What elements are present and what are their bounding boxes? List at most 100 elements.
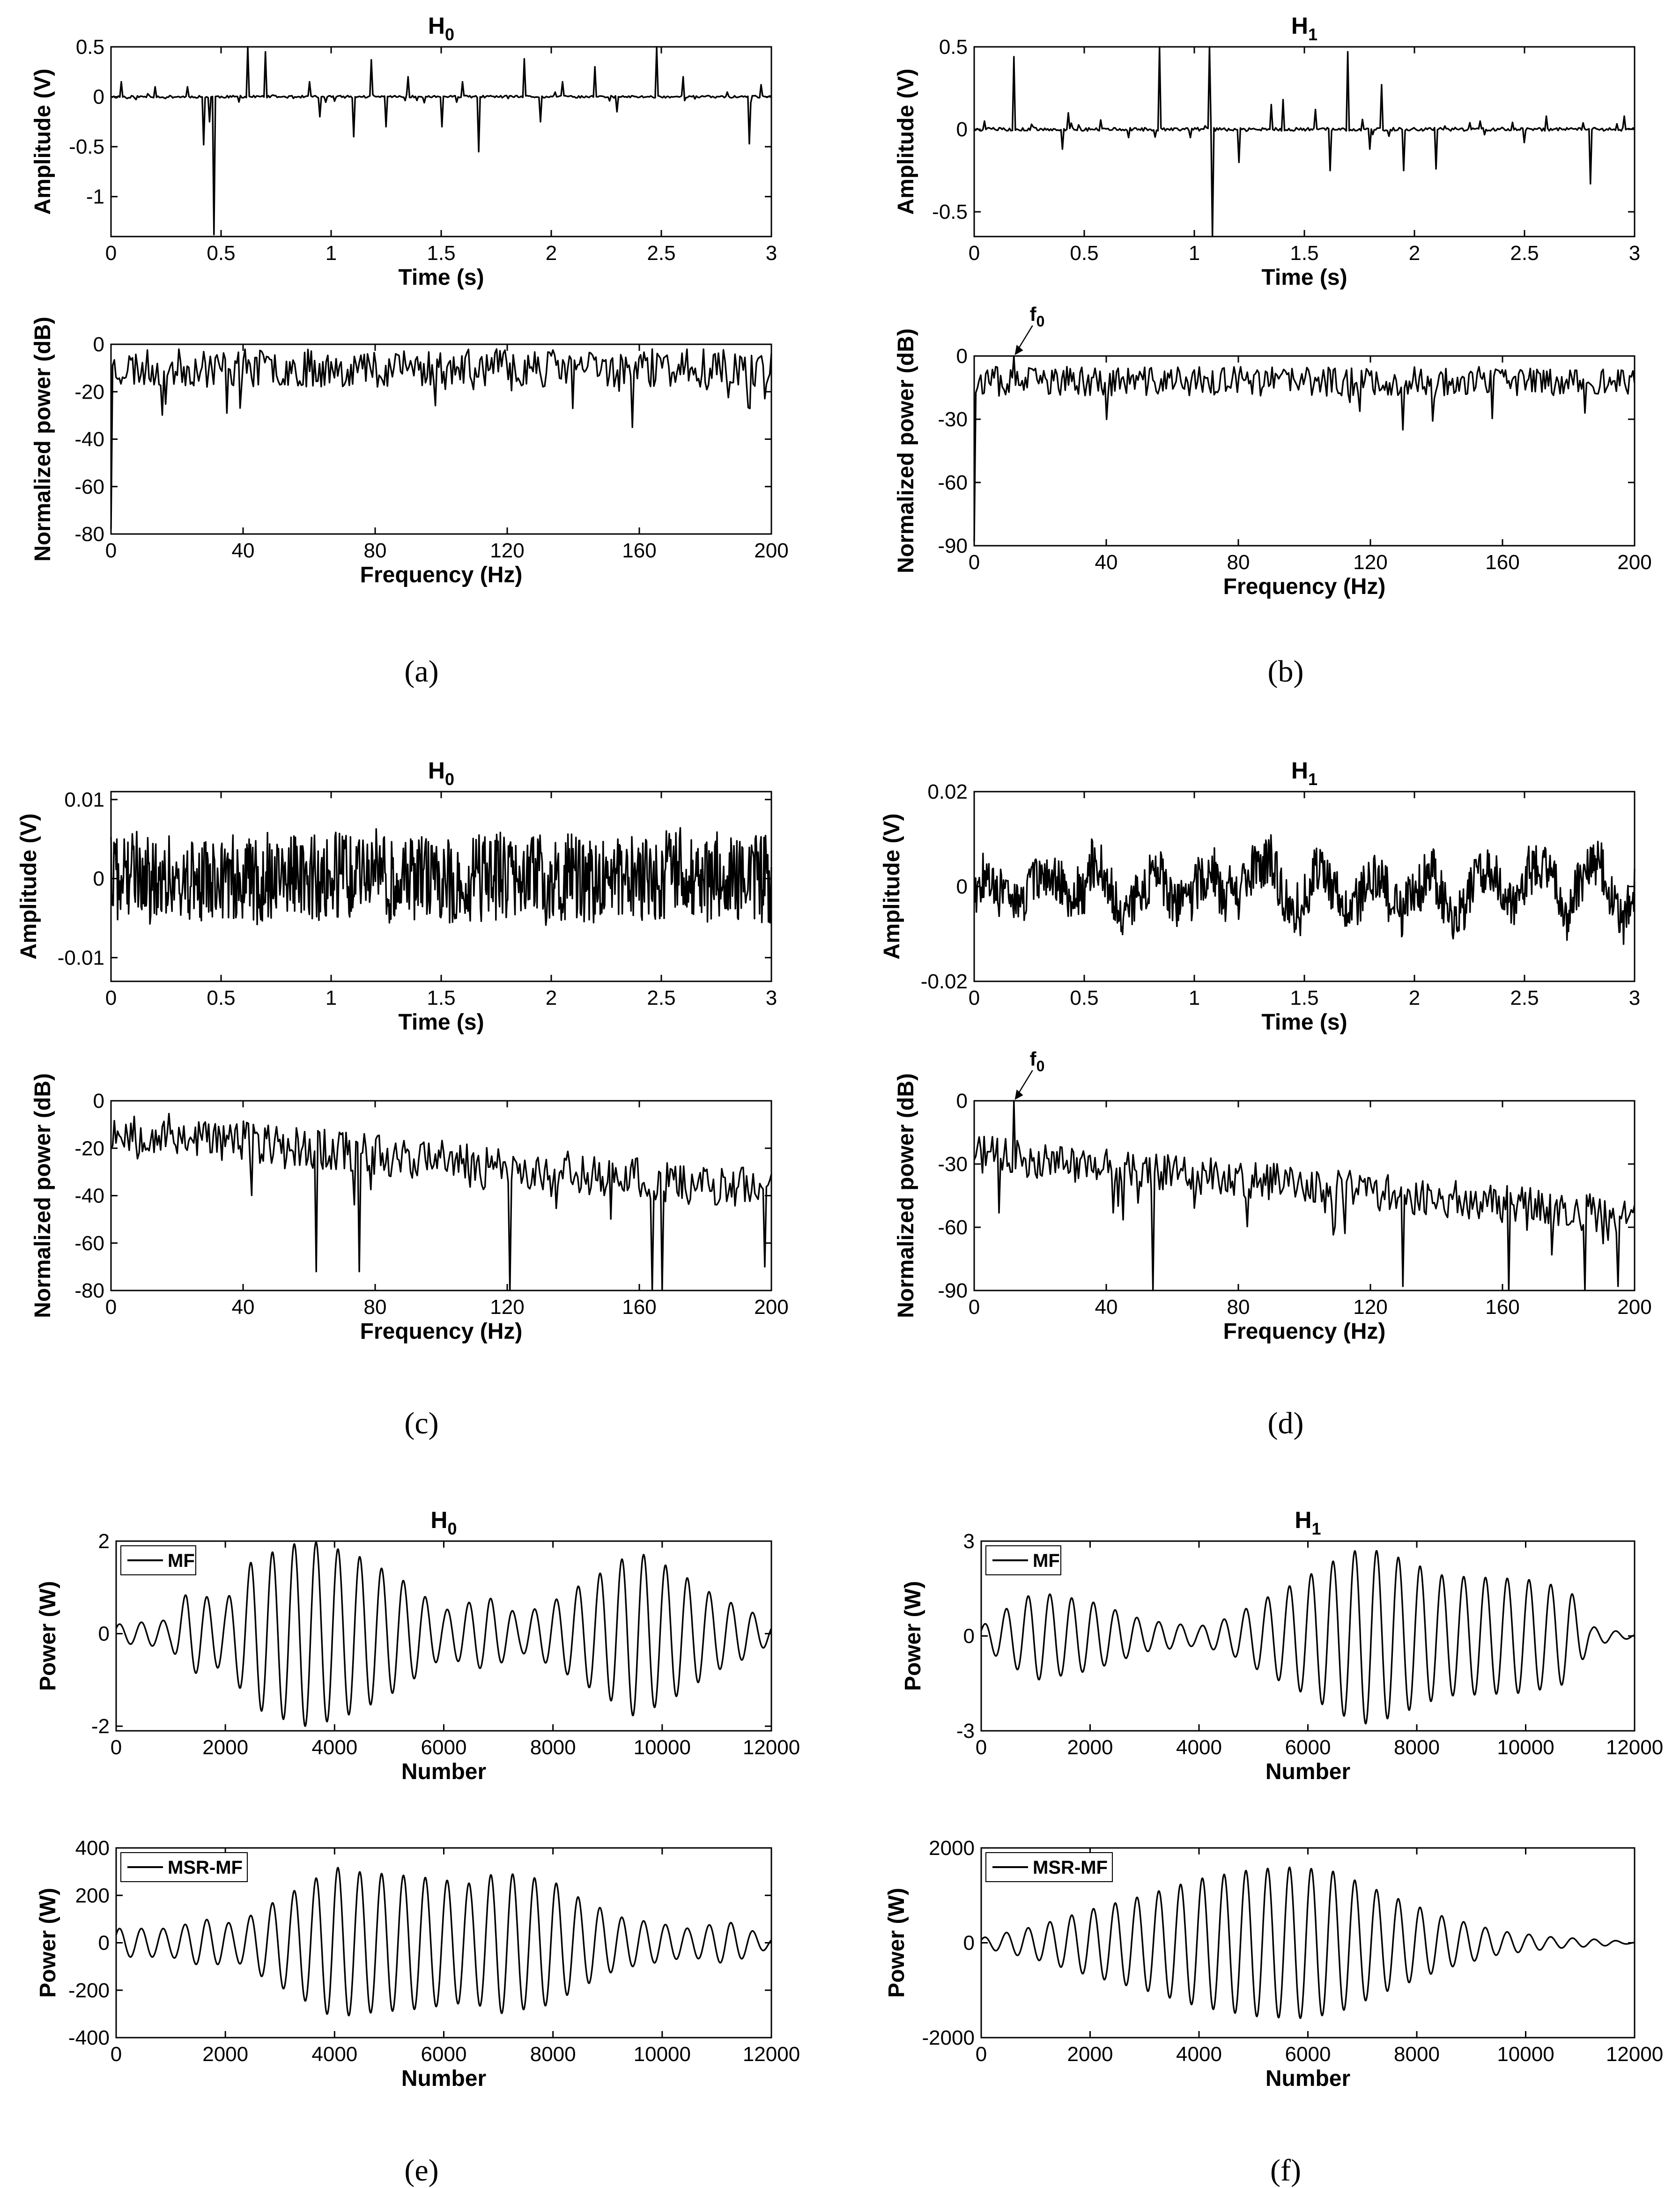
series-line xyxy=(980,1866,1635,2019)
x-tick-label: 200 xyxy=(754,539,788,562)
y-tick-label: 0.01 xyxy=(64,788,104,811)
subfigure-label-e: (e) xyxy=(404,2153,438,2188)
chart-title-subscript: 0 xyxy=(445,25,454,44)
y-tick-label: 0 xyxy=(956,1090,968,1113)
x-tick-label: 6000 xyxy=(421,2043,467,2066)
x-axis-label: Time (s) xyxy=(398,265,484,290)
x-tick-label: 2000 xyxy=(1067,1736,1113,1759)
chart-title: H0 xyxy=(428,13,454,44)
y-tick-label: -2 xyxy=(91,1715,110,1738)
y-axis-label: Power (W) xyxy=(36,1888,60,1998)
chart-title-main: H xyxy=(1295,1507,1311,1533)
y-tick-label: -2000 xyxy=(922,2026,975,2049)
x-tick-label: 200 xyxy=(1617,1296,1651,1319)
x-tick-label: 1 xyxy=(1189,242,1200,265)
chart-title-subscript: 0 xyxy=(445,770,454,789)
x-tick-label: 1 xyxy=(1189,986,1200,1009)
x-axis-label: Number xyxy=(1266,2066,1350,2091)
y-axis-label: Normalized power (dB) xyxy=(894,1073,918,1318)
x-axis-label: Number xyxy=(401,1759,486,1784)
y-tick-label: 200 xyxy=(75,1884,110,1907)
series-line xyxy=(110,348,772,529)
series-line xyxy=(110,827,772,926)
subfigure-label-f: (f) xyxy=(1270,2153,1301,2188)
y-axis-label: Power (W) xyxy=(36,1581,60,1691)
chart-d-freq: 0 40 80 120 160 200 -90 -60 -30 0 Frequency (Hz) No… xyxy=(894,1048,1652,1344)
legend-label: MF xyxy=(168,1550,195,1571)
y-tick-label: 400 xyxy=(75,1837,110,1860)
y-tick-label: -40 xyxy=(74,428,104,451)
x-tick-label: 4000 xyxy=(311,2043,357,2066)
x-tick-label: 0 xyxy=(969,242,980,265)
series-line xyxy=(973,1100,1636,1291)
x-tick-label: 0 xyxy=(976,2043,987,2066)
x-tick-label: 2.5 xyxy=(647,242,675,265)
x-tick-label: 10000 xyxy=(1497,2043,1554,2066)
annotation-f0: f0 xyxy=(1030,1048,1045,1075)
y-tick-label: 0 xyxy=(98,1623,110,1646)
x-tick-label: 2.5 xyxy=(1510,986,1539,1009)
x-tick-label: 0 xyxy=(111,2043,122,2066)
x-axis-label: Time (s) xyxy=(398,1010,484,1035)
chart-f-mf: 0 2000 4000 6000 8000 10000 12000-303NumberPow… xyxy=(901,1507,1663,1784)
y-tick-label: 2 xyxy=(98,1530,110,1553)
y-tick-label: 0 xyxy=(963,1625,975,1648)
y-tick-label: -60 xyxy=(74,475,104,498)
x-tick-label: 0 xyxy=(969,986,980,1009)
y-tick-label: -0.01 xyxy=(58,946,104,969)
chart-title: H0 xyxy=(430,1507,457,1538)
chart-title-subscript: 1 xyxy=(1308,25,1317,44)
x-tick-label: 200 xyxy=(1617,551,1651,574)
x-tick-label: 80 xyxy=(364,539,387,562)
x-tick-label: 4000 xyxy=(1176,2043,1222,2066)
chart-title-main: H xyxy=(1291,13,1308,39)
chart-title: H1 xyxy=(1291,757,1317,789)
chart-a-freq: 0 40 80 120 160 200 -80 -60 -40 -20 0 Frequency (Hz… xyxy=(30,317,789,587)
y-tick-label: 0 xyxy=(963,1932,975,1955)
y-tick-label: 0 xyxy=(93,868,104,890)
chart-a-time: 0 0.5 1 1.5 2 2.5 3 -1 -0.5 0 0.5 Time (s) Amplitude… xyxy=(30,13,777,290)
y-tick-label: -60 xyxy=(74,1232,104,1255)
x-tick-label: 2.5 xyxy=(647,986,675,1009)
y-tick-label: 0 xyxy=(956,875,968,898)
y-tick-label: 0.02 xyxy=(927,780,968,803)
x-tick-label: 0 xyxy=(111,1736,122,1759)
y-tick-label: -30 xyxy=(938,1153,968,1176)
x-tick-label: 12000 xyxy=(1606,1736,1663,1759)
y-tick-label: 0 xyxy=(93,333,104,356)
chart-title: H1 xyxy=(1295,1507,1321,1538)
series-line xyxy=(115,1541,772,1727)
y-tick-label: -90 xyxy=(938,534,968,557)
y-tick-label: -40 xyxy=(74,1185,104,1208)
x-tick-label: 120 xyxy=(1353,1296,1387,1319)
y-axis-label: Normalized power (dB) xyxy=(30,1073,55,1318)
y-tick-label: -60 xyxy=(938,1216,968,1239)
chart-title: H1 xyxy=(1291,13,1317,44)
series-line xyxy=(974,46,1635,237)
x-tick-label: 3 xyxy=(1629,242,1640,265)
chart-title-main: H xyxy=(428,13,445,39)
x-tick-label: 12000 xyxy=(743,1736,800,1759)
x-tick-label: 1.5 xyxy=(1290,242,1318,265)
y-tick-label: -0.02 xyxy=(921,970,968,993)
y-axis-label: Power (W) xyxy=(884,1888,909,1998)
x-tick-label: 160 xyxy=(1485,1296,1519,1319)
annotation-f0-main: f xyxy=(1030,1048,1037,1070)
x-tick-label: 2 xyxy=(1409,986,1420,1009)
x-tick-label: 160 xyxy=(622,1296,656,1319)
x-tick-label: 4000 xyxy=(1176,1736,1222,1759)
x-tick-label: 8000 xyxy=(1394,1736,1440,1759)
y-tick-label: 0 xyxy=(98,1932,110,1955)
x-tick-label: 2 xyxy=(546,242,557,265)
x-tick-label: 0 xyxy=(976,1736,987,1759)
x-tick-label: 2 xyxy=(1409,242,1420,265)
annotation-arrowhead xyxy=(1014,1090,1023,1100)
plot-frame xyxy=(973,1100,1636,1291)
x-tick-label: 80 xyxy=(1227,1296,1250,1319)
x-tick-label: 120 xyxy=(490,1296,524,1319)
y-tick-label: 2000 xyxy=(929,1837,975,1860)
x-tick-label: 40 xyxy=(1095,551,1118,574)
series-line xyxy=(973,834,1636,945)
series-line xyxy=(115,1867,772,2017)
